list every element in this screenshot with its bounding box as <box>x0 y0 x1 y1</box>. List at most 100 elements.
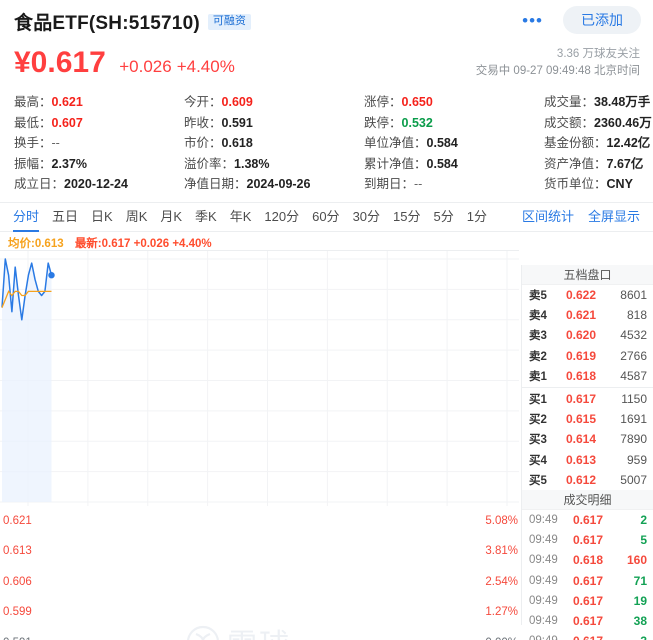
tab-60分[interactable]: 60分 <box>312 208 340 224</box>
level-price: 0.613 <box>565 452 597 467</box>
stat-row: 振幅：2.37% <box>14 154 184 175</box>
level-volume: 818 <box>626 308 647 323</box>
price-plot[interactable] <box>0 249 519 506</box>
price-tick: 0.613 <box>3 545 32 558</box>
price-tick: 0.606 <box>3 575 32 588</box>
level-price: 0.612 <box>565 472 597 487</box>
period-tabbar: 分时 五日 日K 周K 月K 季K 年K 120分 60分 30分 15分 5分 1分 区间统计 全屏显示 <box>0 201 653 232</box>
chart-tools: 区间统计 全屏显示 <box>508 203 640 231</box>
tab-五日[interactable]: 五日 <box>52 208 79 224</box>
stats-col-2: 今开：0.609 昨收：0.591 市价：0.618 溢价率：1.38% 净值日… <box>184 92 364 195</box>
level-price: 0.622 <box>565 288 597 303</box>
tab-30分[interactable]: 30分 <box>352 208 381 224</box>
stat-row: 昨收：0.591 <box>184 113 364 134</box>
trade-row[interactable]: 09:49 0.617 5 <box>522 530 653 550</box>
trade-price: 0.617 <box>572 613 604 628</box>
tab-5分[interactable]: 5分 <box>433 208 454 224</box>
bid-row[interactable]: 买2 0.615 1691 <box>522 409 653 429</box>
trade-row[interactable]: 09:49 0.617 2 <box>522 510 653 530</box>
stat-key: 累计净值： <box>364 156 427 171</box>
legend-last-price: 最新:0.617 <box>74 237 131 250</box>
stat-row: 单位净值：0.584 <box>364 133 544 154</box>
trade-volume: 160 <box>626 553 647 568</box>
intraday-chart[interactable]: 雪球 0.6210.6130.6060.5990.5910.5830.5760.… <box>0 249 653 640</box>
bid-row[interactable]: 买3 0.614 7890 <box>522 429 653 449</box>
trade-row[interactable]: 09:49 0.618 160 <box>522 550 653 570</box>
stat-row: 跌停：0.532 <box>364 113 544 134</box>
tool-全屏显示[interactable]: 全屏显示 <box>587 208 640 224</box>
tab-15分[interactable]: 15分 <box>393 208 421 224</box>
tab-年K[interactable]: 年K <box>229 208 252 224</box>
tab-分时[interactable]: 分时 <box>13 203 40 232</box>
stat-key: 振幅： <box>14 156 52 171</box>
stat-value: 2020-12-24 <box>64 177 128 191</box>
level-volume: 4532 <box>620 328 647 343</box>
stats-col-4: 成交量：38.48万手 成交额：2360.46万 基金份额：12.42亿 资产净… <box>544 92 652 195</box>
stat-row: 到期日：-- <box>364 174 544 195</box>
ask-row[interactable]: 卖1 0.618 4587 <box>522 366 653 386</box>
legend-avg-price: 均价:0.613 <box>8 237 64 250</box>
trade-volume: 2 <box>640 512 647 527</box>
stats-grid: 最高：0.621 最低：0.607 换手：-- 振幅：2.37% 成立日：202… <box>0 88 653 195</box>
stat-value: 0.609 <box>221 95 253 109</box>
trade-time: 09:49 <box>529 534 558 547</box>
trade-row[interactable]: 09:49 0.617 38 <box>522 611 653 631</box>
level-price: 0.621 <box>565 308 597 323</box>
followers-count: 3.36 万球友关注 <box>556 48 640 60</box>
stat-key: 换手： <box>14 136 52 150</box>
ask-rows: 卖5 0.622 8601 卖4 0.621 818 卖3 0.620 4532 卖2 0.619 2… <box>522 285 653 386</box>
stat-key: 跌停： <box>364 115 402 130</box>
ask-row[interactable]: 卖3 0.620 4532 <box>522 325 653 345</box>
price-block: ¥0.617 +0.026 +4.40% 3.36 万球友关注 交易中 09-27… <box>0 44 653 88</box>
bid-row[interactable]: 买5 0.612 5007 <box>522 470 653 490</box>
trade-row[interactable]: 09:49 0.617 19 <box>522 591 653 611</box>
stat-row: 最高：0.621 <box>14 92 184 113</box>
trade-row[interactable]: 09:49 0.617 71 <box>522 570 653 590</box>
order-book-title: 五档盘口 <box>522 265 653 285</box>
ask-row[interactable]: 卖2 0.619 2766 <box>522 346 653 366</box>
tab-120分[interactable]: 120分 <box>264 208 300 224</box>
level-volume: 1691 <box>620 412 647 427</box>
stat-value: 0.591 <box>221 115 253 130</box>
level-price: 0.614 <box>565 432 597 447</box>
trade-price: 0.617 <box>572 512 604 527</box>
level-price: 0.620 <box>565 328 597 343</box>
level-volume: 7890 <box>620 432 647 447</box>
stat-value: 0.584 <box>426 136 458 150</box>
security-name: 食品ETF(SH:515710) <box>14 13 200 34</box>
trade-time: 09:49 <box>529 614 558 627</box>
stat-key: 涨停： <box>364 95 402 109</box>
trade-time: 09:49 <box>529 513 558 526</box>
level-label: 买4 <box>529 454 547 467</box>
bid-row[interactable]: 买4 0.613 959 <box>522 450 653 470</box>
ellipsis-icon[interactable]: ••• <box>522 10 543 30</box>
tab-1分[interactable]: 1分 <box>466 208 487 224</box>
stat-value: 0.584 <box>426 156 458 171</box>
trade-time: 09:49 <box>529 554 558 567</box>
level-label: 卖3 <box>529 330 547 343</box>
tool-区间统计[interactable]: 区间统计 <box>521 208 574 224</box>
stat-row: 货币单位：CNY <box>544 174 652 195</box>
stat-row: 资产净值：7.67亿 <box>544 154 652 175</box>
tab-周K[interactable]: 周K <box>125 208 148 224</box>
ask-row[interactable]: 卖4 0.621 818 <box>522 305 653 325</box>
tab-日K[interactable]: 日K <box>91 208 113 224</box>
tab-季K[interactable]: 季K <box>195 208 217 224</box>
stat-value: CNY <box>606 177 633 191</box>
percent-tick: 2.54% <box>485 575 518 588</box>
legend-last-group: 最新:0.617 +0.026 +4.40% <box>75 238 212 250</box>
price-change: +0.026 <box>119 57 172 76</box>
stat-key: 单位净值： <box>364 136 427 150</box>
level-price: 0.615 <box>565 412 597 427</box>
ask-row[interactable]: 卖5 0.622 8601 <box>522 285 653 305</box>
bid-row[interactable]: 买1 0.617 1150 <box>522 389 653 409</box>
stat-row: 净值日期：2024-09-26 <box>184 174 364 195</box>
level-price: 0.617 <box>565 392 597 407</box>
level-label: 买2 <box>529 414 547 427</box>
added-button[interactable]: 已添加 <box>563 6 641 34</box>
trade-price: 0.617 <box>572 533 604 548</box>
last-price: ¥0.617 <box>14 46 106 79</box>
tab-月K[interactable]: 月K <box>160 208 183 224</box>
level-label: 买3 <box>529 434 547 447</box>
